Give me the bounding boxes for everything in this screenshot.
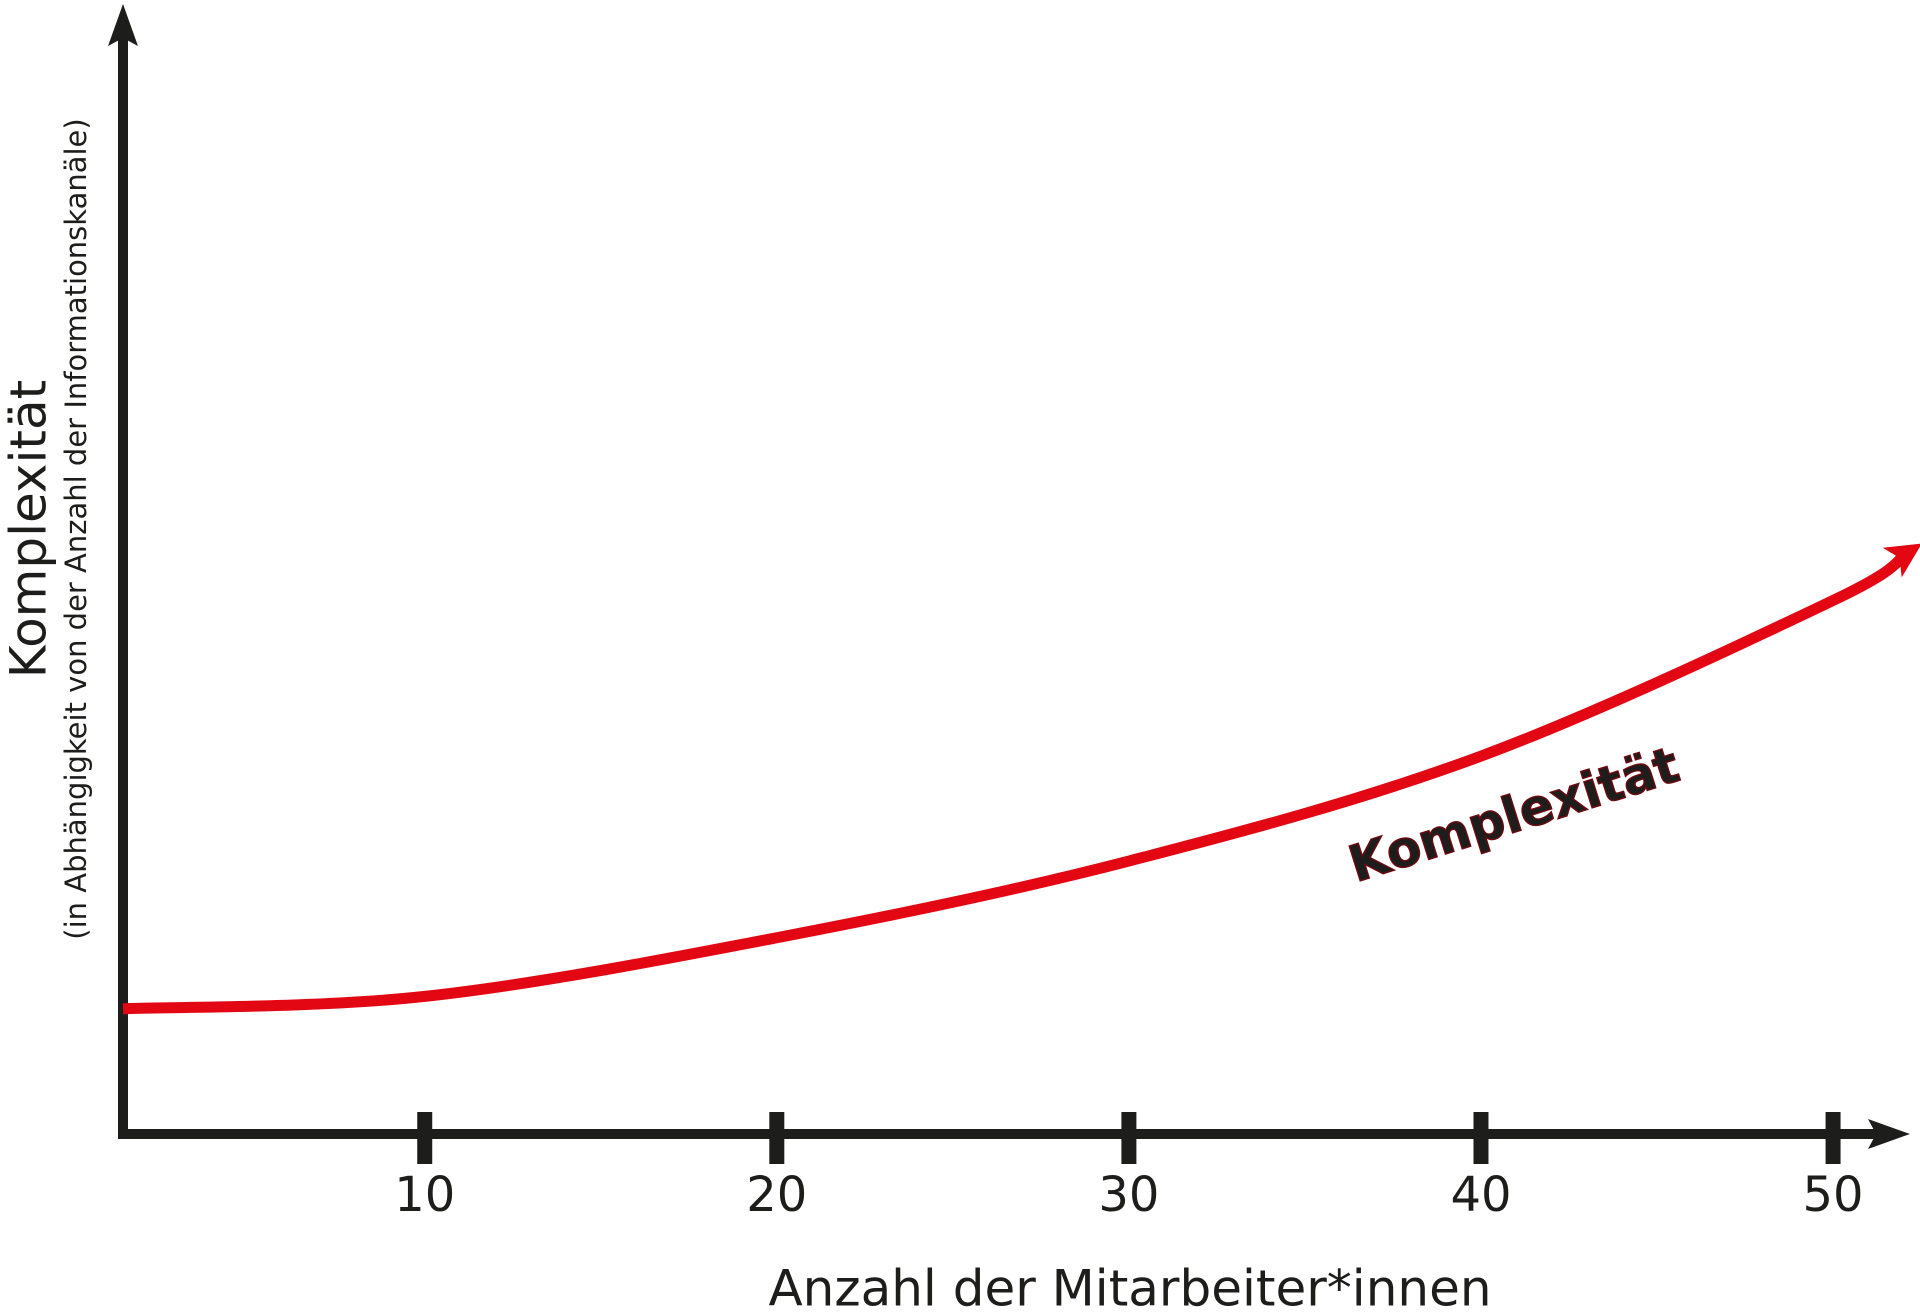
x-tick-label: 20 — [746, 1167, 807, 1223]
x-tick-label: 30 — [1098, 1167, 1159, 1223]
x-axis-label: Anzahl der Mitarbeiter*innen — [768, 1260, 1491, 1316]
x-axis-arrow — [1868, 1119, 1910, 1149]
axes — [118, 30, 1890, 1139]
line — [122, 543, 1920, 1015]
x-tick-label: 40 — [1450, 1167, 1511, 1223]
y-axis-note: (in Abhängigkeit von der Anzahl der Info… — [59, 118, 93, 939]
y-axis-arrow — [108, 4, 138, 46]
annotation: Komplexität — [1342, 736, 1686, 894]
x-tick-label: 50 — [1803, 1167, 1864, 1223]
y-axis-label: Komplexität — [0, 380, 58, 678]
x-tick-label: 10 — [394, 1167, 455, 1223]
